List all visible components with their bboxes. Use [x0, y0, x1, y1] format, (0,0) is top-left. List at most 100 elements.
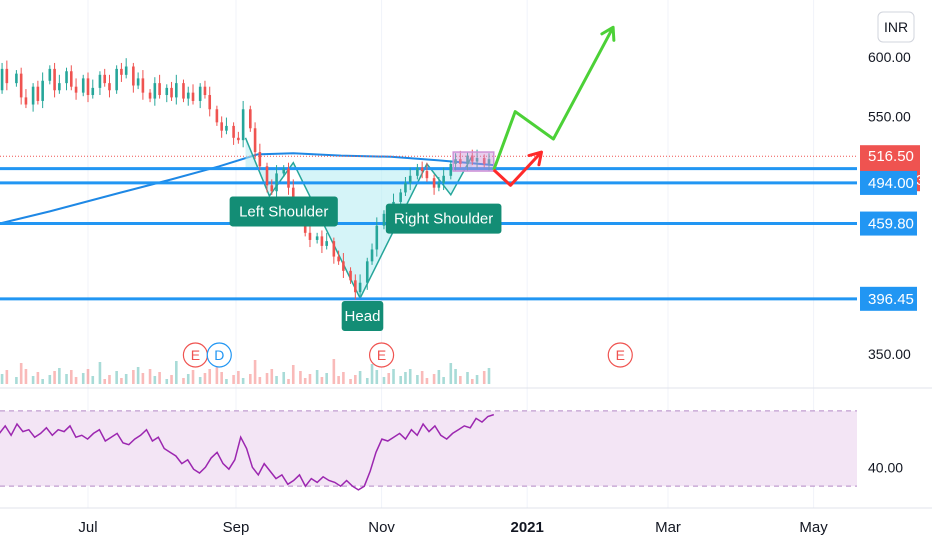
volume-bar-57 — [299, 371, 302, 384]
candle-body-13 — [53, 68, 56, 91]
volume-bar-61 — [320, 377, 324, 384]
event-marker-1[interactable]: D — [206, 342, 232, 368]
time-axis[interactable]: Jul Sep Nov 2021 Mar May — [78, 519, 828, 536]
volume-bar-62 — [325, 373, 328, 384]
candle-body-72 — [382, 213, 386, 226]
pattern-labels[interactable]: Left Shoulder Head Right Shoulder — [229, 196, 502, 331]
volume-bar-41 — [208, 369, 212, 384]
candle-body-89 — [475, 157, 479, 162]
candle-body-62 — [325, 241, 328, 246]
volume-bar-36 — [182, 378, 185, 384]
projection-arrows[interactable] — [492, 25, 616, 187]
volume-bar-15 — [65, 374, 68, 384]
time-tick-5: May — [799, 519, 828, 536]
candle-body-49 — [253, 128, 257, 153]
level-badge-text-2: 459.80 — [868, 216, 914, 233]
pattern-label-box-2 — [385, 203, 502, 234]
bullish-projection-arrowhead — [600, 25, 616, 42]
volume-bar-70 — [370, 364, 374, 384]
level-badge-text-1: 494.00 — [868, 175, 914, 192]
volume-bar-13 — [53, 371, 56, 384]
level-badge-text-3: 396.45 — [868, 291, 914, 308]
candle-body-24 — [115, 68, 118, 91]
candle-body-10 — [36, 86, 40, 101]
volume-bar-75 — [399, 376, 402, 384]
volume-bar-39 — [198, 377, 202, 384]
volume-bar-25 — [120, 378, 123, 384]
candle-body-46 — [237, 137, 240, 141]
volume-bar-16 — [69, 370, 73, 384]
volume-bar-78 — [416, 375, 419, 384]
bearish-projection-line — [492, 150, 543, 187]
candle-body-70 — [370, 249, 374, 262]
volume-bar-11 — [41, 379, 44, 384]
volume-bar-37 — [186, 374, 190, 384]
event-marker-0[interactable]: E — [182, 342, 209, 368]
volume-bar-35 — [175, 361, 178, 384]
candle-body-82 — [437, 182, 441, 188]
event-circle-1 — [206, 342, 232, 368]
volume-bar-88 — [470, 379, 474, 384]
candle-body-17 — [74, 86, 78, 93]
volume-bar-56 — [291, 365, 295, 384]
volume-bar-4 — [0, 374, 4, 384]
candle-body-14 — [58, 83, 61, 91]
candle-body-41 — [208, 95, 212, 110]
volume-bar-54 — [282, 372, 286, 384]
level-badge-2 — [860, 211, 917, 236]
rsi-band — [0, 410, 857, 487]
candle-body-60 — [315, 236, 319, 240]
currency-button[interactable]: INR — [877, 11, 915, 43]
volume-bar-76 — [404, 372, 407, 384]
candle-body-67 — [354, 280, 357, 293]
pattern-label-box-0 — [229, 196, 338, 227]
candle-body-64 — [337, 256, 340, 262]
pattern-label-0[interactable]: Left Shoulder — [229, 196, 338, 227]
bullish-projection-line — [492, 26, 615, 171]
volume-bar-10 — [36, 372, 40, 384]
price-axis[interactable]: 600.00550.00350.0040.00516.5005:48:33494… — [860, 49, 924, 475]
candle-body-83 — [442, 175, 445, 183]
candle-body-34 — [170, 87, 173, 98]
candle-body-84 — [449, 163, 453, 176]
event-letter-2: E — [377, 347, 386, 363]
consolidation-box[interactable] — [452, 151, 495, 172]
volume-bar-73 — [387, 373, 391, 384]
volume-bar-6 — [15, 377, 18, 384]
rsi-tick: 40.00 — [868, 459, 903, 475]
candle-body-55 — [287, 168, 290, 188]
candle-body-85 — [454, 159, 457, 164]
volume-bar-59 — [308, 374, 312, 384]
candle-body-7 — [19, 73, 23, 98]
level-badge-1 — [860, 170, 917, 195]
volume-bar-77 — [408, 369, 412, 384]
candle-body-23 — [108, 83, 111, 91]
event-marker-3[interactable]: E — [607, 342, 633, 368]
candle-body-37 — [186, 92, 190, 99]
event-marker-2[interactable]: E — [368, 342, 395, 368]
pattern-label-1[interactable]: Head — [341, 300, 384, 331]
candle-body-36 — [182, 83, 185, 99]
candle-body-65 — [342, 261, 345, 271]
consolidation-rect — [452, 151, 495, 172]
candle-body-77 — [408, 175, 412, 183]
candle-body-35 — [175, 83, 178, 98]
volume-bar-47 — [241, 378, 245, 384]
volume-bar-19 — [86, 369, 90, 384]
candle-body-6 — [15, 73, 18, 84]
candle-body-16 — [69, 71, 73, 87]
volume-bar-34 — [170, 375, 173, 384]
candle-body-22 — [103, 74, 107, 84]
candle-body-25 — [120, 68, 123, 75]
candle-body-12 — [48, 68, 52, 81]
candle-body-20 — [91, 87, 95, 96]
volume-bar-14 — [58, 368, 61, 384]
candle-body-19 — [86, 78, 90, 96]
volume-bar-83 — [442, 377, 445, 384]
candle-body-45 — [232, 125, 235, 138]
candle-body-44 — [225, 125, 228, 131]
pattern-label-text-1: Head — [345, 308, 381, 325]
pattern-label-2[interactable]: Right Shoulder — [385, 203, 502, 234]
